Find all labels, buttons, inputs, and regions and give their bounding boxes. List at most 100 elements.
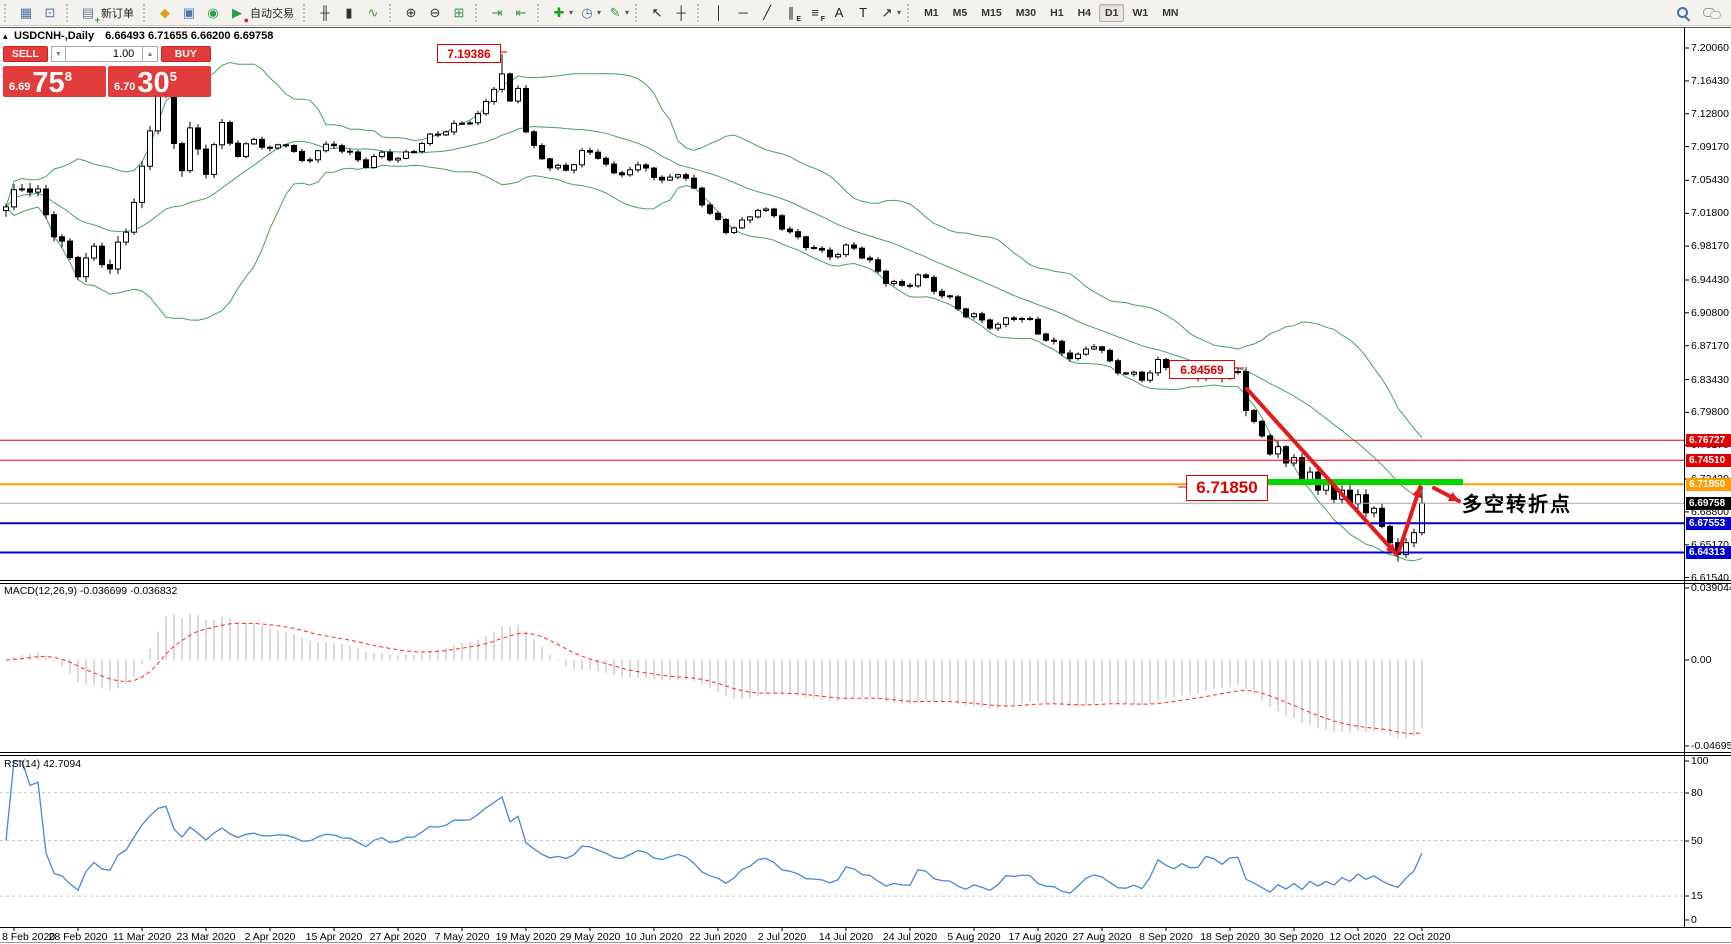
- zoom-out-icon[interactable]: ⊖: [429, 4, 441, 20]
- toolbar-group-grip[interactable]: [4, 3, 11, 22]
- templates-icon[interactable]: ✎: [609, 4, 621, 20]
- buy-button[interactable]: BUY: [160, 46, 211, 62]
- time-axis-label[interactable]: 17 Aug 2020: [1008, 931, 1068, 943]
- arrows-tool-icon-dropdown[interactable]: ▾: [897, 8, 902, 17]
- text-icon[interactable]: A: [834, 5, 844, 20]
- timeframe-m1[interactable]: M1: [924, 6, 939, 19]
- time-axis-label[interactable]: 2 Jul 2020: [757, 931, 807, 943]
- price-level-badge: 6.76727: [1686, 433, 1731, 447]
- timeframe-m30[interactable]: M30: [1015, 6, 1037, 19]
- toolbar-group-grip[interactable]: [66, 3, 73, 22]
- timeframe-m5[interactable]: M5: [952, 6, 968, 19]
- time-axis-label[interactable]: 7 May 2020: [434, 931, 490, 943]
- vertical-line-icon[interactable]: │: [714, 5, 724, 20]
- auto-scroll-icon[interactable]: ⇥: [491, 4, 503, 20]
- text-label-icon[interactable]: T: [859, 5, 868, 20]
- time-axis-label[interactable]: 8 Sep 2020: [1139, 931, 1193, 943]
- profiles-icon[interactable]: ⊡: [44, 4, 56, 20]
- trendline-icon[interactable]: ╱: [763, 4, 771, 20]
- timeframe-h1[interactable]: H1: [1050, 6, 1064, 19]
- time-axis-label[interactable]: 15 Apr 2020: [305, 931, 363, 943]
- one-click-trade-panel: SELL ▼ 1.00 ▲ BUY 6.69 75 8 6.70 30 5: [3, 46, 211, 98]
- toolbar-group-grip[interactable]: [475, 3, 482, 22]
- cursor-icon[interactable]: ↖: [651, 4, 663, 20]
- time-axis-label[interactable]: 11 Mar 2020: [112, 931, 172, 943]
- time-axis-label[interactable]: 22 Jun 2020: [689, 931, 747, 943]
- signals-icon[interactable]: ◉: [207, 4, 219, 20]
- main-toolbar: ▦ ⊡ ▤ + 新订单 ◆ ▣ ◉ ▶ ● 自动交易 ╫ ▮ ∿ ⊕ ⊖ ⊞ ⇥ ⇤ ✚ ▾ ◷ ▾ ✎ ▾ ↖ ┼ │ ─ ╱ ∥ E ≡ F A…: [0, 0, 1731, 26]
- indicators-icon-dropdown[interactable]: ▾: [569, 8, 574, 17]
- price-axis-tick: 7.16430: [1691, 74, 1729, 87]
- search-icon[interactable]: [1675, 5, 1691, 21]
- sell-price-major: 6.69: [9, 81, 31, 93]
- periods-icon[interactable]: ◷: [581, 4, 593, 20]
- toolbar-group-grip[interactable]: [389, 3, 396, 22]
- arrows-tool-icon[interactable]: ↗: [881, 4, 893, 20]
- crosshair-icon[interactable]: ┼: [676, 5, 686, 20]
- fibonacci-icon[interactable]: ≡ F: [811, 5, 826, 23]
- time-axis-label[interactable]: 10 Jun 2020: [625, 931, 683, 943]
- toolbar-group-grip[interactable]: [143, 3, 150, 22]
- timeframe-mn[interactable]: MN: [1162, 6, 1179, 19]
- time-axis-label[interactable]: 12 Oct 2020: [1329, 931, 1387, 943]
- time-axis-label[interactable]: 22 Oct 2020: [1393, 931, 1451, 943]
- chat-icon[interactable]: [1703, 5, 1721, 21]
- time-axis-label[interactable]: 30 Sep 2020: [1264, 931, 1324, 943]
- bull-bear-turning-point-annotation: 多空转折点: [1462, 494, 1572, 516]
- time-axis-label[interactable]: 27 Apr 2020: [369, 931, 427, 943]
- price-label-box: 7.19386: [437, 44, 501, 63]
- autotrading-icon-label[interactable]: 自动交易: [250, 7, 294, 20]
- volume-input[interactable]: 1.00: [65, 46, 143, 62]
- time-axis-label[interactable]: 8 Feb 2020: [2, 931, 56, 943]
- new-order-icon[interactable]: ▤ +: [81, 4, 100, 25]
- time-axis-label[interactable]: 14 Jul 2020: [818, 931, 874, 943]
- toolbar-group-grip[interactable]: [537, 3, 544, 22]
- time-axis-label[interactable]: 18 Sep 2020: [1200, 931, 1260, 943]
- toolbar-group-grip[interactable]: [635, 3, 642, 22]
- price-axis-tick: 6.90800: [1691, 306, 1729, 319]
- macd-axis-tick: -0.046959: [1691, 740, 1731, 752]
- timeframe-w1[interactable]: W1: [1132, 6, 1149, 19]
- templates-icon-dropdown[interactable]: ▾: [625, 8, 630, 17]
- timeframe-h4[interactable]: H4: [1077, 6, 1091, 19]
- time-axis-label[interactable]: 23 Mar 2020: [176, 931, 236, 943]
- toolbar-group-grip[interactable]: [907, 3, 914, 22]
- candlestick-chart-icon[interactable]: ▮: [345, 4, 353, 20]
- sell-button[interactable]: SELL: [3, 46, 48, 62]
- horizontal-line-icon[interactable]: ─: [738, 5, 748, 20]
- volume-decrease-button[interactable]: ▼: [50, 46, 66, 62]
- autotrading-icon[interactable]: ▶ ●: [232, 4, 249, 25]
- sell-price-display[interactable]: 6.69 75 8: [3, 66, 106, 98]
- time-axis-label[interactable]: 24 Jul 2020: [882, 931, 938, 943]
- time-axis-label[interactable]: 5 Aug 2020: [947, 931, 1001, 943]
- indicators-icon[interactable]: ✚: [553, 4, 565, 20]
- bar-chart-icon[interactable]: ╫: [320, 5, 330, 20]
- price-axis-tick: 7.05430: [1691, 174, 1729, 187]
- time-axis-label[interactable]: 27 Aug 2020: [1072, 931, 1132, 943]
- periods-icon-dropdown[interactable]: ▾: [597, 8, 602, 17]
- channel-icon[interactable]: ∥ E: [787, 4, 802, 23]
- toolbar-group-grip[interactable]: [303, 3, 310, 22]
- zoom-in-icon[interactable]: ⊕: [405, 4, 417, 20]
- timeframe-m15[interactable]: M15: [981, 6, 1002, 19]
- time-axis-label[interactable]: 28 Feb 2020: [48, 931, 108, 943]
- timeframe-d1[interactable]: D1: [1099, 3, 1125, 22]
- buy-price-display[interactable]: 6.70 30 5: [108, 66, 211, 98]
- new-order-icon-label[interactable]: 新订单: [101, 7, 134, 20]
- chart-window[interactable]: ▴ USDCNH-,Daily 6.66493 6.71655 6.66200 …: [0, 27, 1731, 944]
- line-chart-icon[interactable]: ∿: [367, 4, 379, 20]
- one-click-panel-toggle[interactable]: ▴: [3, 31, 8, 41]
- tile-windows-icon[interactable]: ⊞: [453, 4, 465, 20]
- metaeditor-icon[interactable]: ◆: [160, 4, 170, 20]
- chart-canvas[interactable]: [0, 27, 1731, 944]
- macd-indicator-label: MACD(12,26,9) -0.036699 -0.036832: [4, 585, 178, 597]
- toolbar-group-grip[interactable]: [697, 3, 704, 22]
- market-icon[interactable]: ▣: [182, 4, 196, 20]
- new-chart-icon[interactable]: ▦: [19, 4, 33, 20]
- time-axis-label[interactable]: 2 Apr 2020: [244, 931, 296, 943]
- time-axis-label[interactable]: 19 May 2020: [495, 931, 557, 943]
- chart-shift-icon[interactable]: ⇤: [515, 4, 527, 20]
- volume-increase-button[interactable]: ▲: [142, 46, 158, 62]
- price-label-box: 6.84569: [1169, 360, 1235, 379]
- time-axis-label[interactable]: 29 May 2020: [559, 931, 621, 943]
